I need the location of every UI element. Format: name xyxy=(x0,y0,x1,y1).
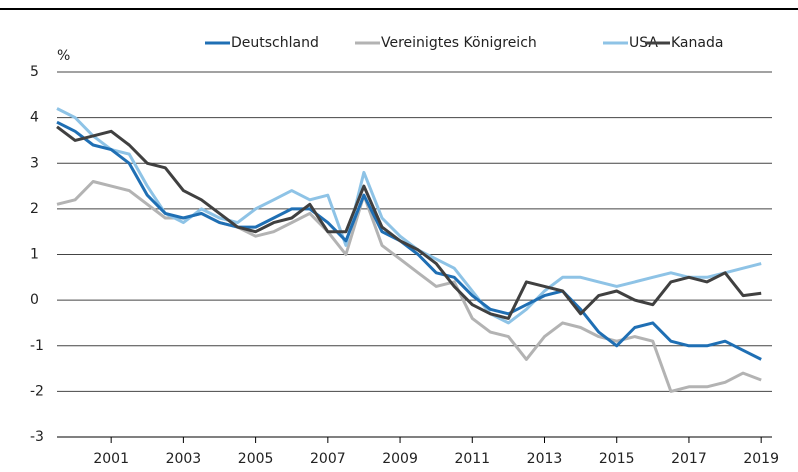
x-tick-label: 2013 xyxy=(527,451,563,467)
y-tick-label: -2 xyxy=(30,383,44,399)
series-line xyxy=(56,120,762,361)
x-tick-label: 2001 xyxy=(93,451,129,467)
y-tick-label: 2 xyxy=(30,201,39,217)
x-tick-label: 2005 xyxy=(238,451,274,467)
y-tick-label: 5 xyxy=(30,64,39,80)
y-tick-label: 0 xyxy=(30,292,39,308)
legend-label: Vereinigtes Königreich xyxy=(381,35,537,51)
x-tick-label: 2007 xyxy=(310,451,346,467)
x-tick-label: 2017 xyxy=(671,451,707,467)
y-axis-unit: % xyxy=(57,48,70,64)
x-tick-label: 2011 xyxy=(454,451,490,467)
y-tick-label: -3 xyxy=(30,429,44,445)
series-line xyxy=(56,180,762,393)
legend-label: USA xyxy=(629,35,658,51)
x-tick-label: 2003 xyxy=(166,451,202,467)
legend-label: Kanada xyxy=(671,35,723,51)
series-line xyxy=(56,107,762,325)
x-tick-label: 2009 xyxy=(382,451,418,467)
y-tick-label: -1 xyxy=(30,338,44,354)
y-tick-label: 4 xyxy=(30,110,39,126)
y-tick-label: 1 xyxy=(30,247,39,263)
y-tick-label: 3 xyxy=(30,155,39,171)
legend-label: Deutschland xyxy=(231,35,319,51)
x-tick-label: 2015 xyxy=(599,451,635,467)
x-tick-label: 2019 xyxy=(743,451,779,467)
series-line xyxy=(56,125,762,320)
